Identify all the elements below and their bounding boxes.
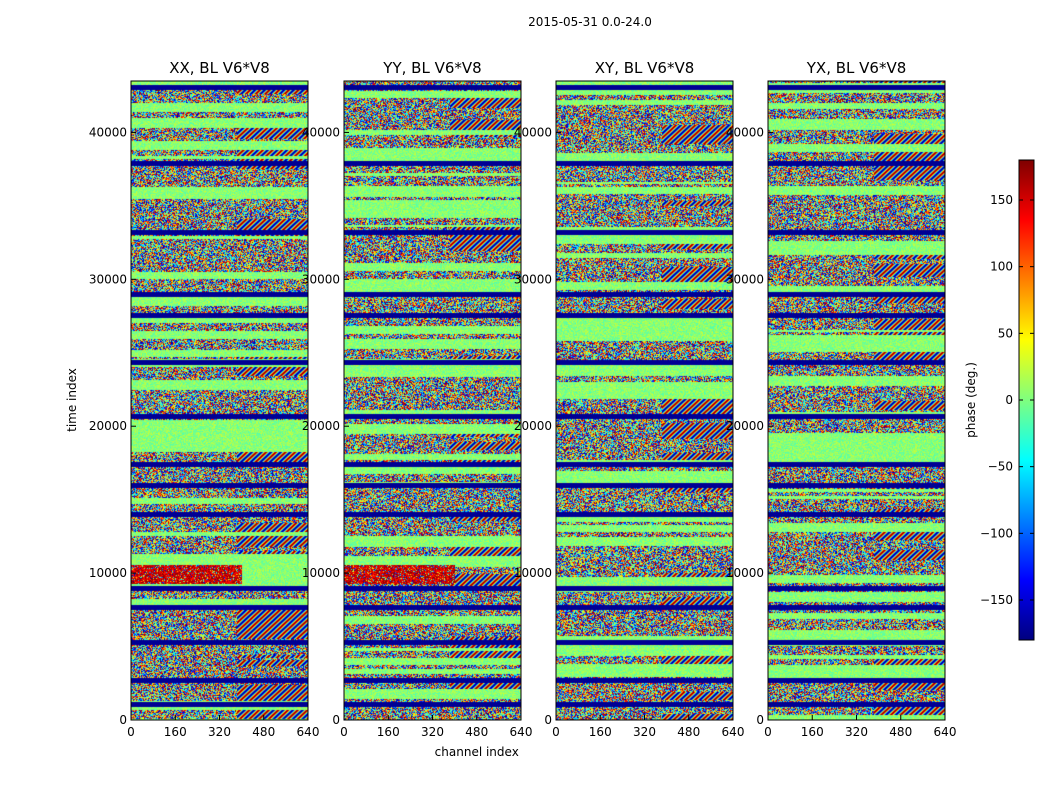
y-tick-label: 40000 — [514, 125, 552, 139]
x-tick-label: 0 — [127, 725, 135, 739]
x-tick-label: 160 — [164, 725, 187, 739]
x-tick-label: 160 — [801, 725, 824, 739]
x-tick-label: 480 — [465, 725, 488, 739]
y-tick-label: 0 — [119, 713, 127, 727]
y-tick-label: 40000 — [302, 125, 340, 139]
heatmap-image-2 — [344, 81, 521, 720]
panel-title: YX, BL V6*V8 — [806, 59, 907, 77]
y-tick-label: 20000 — [302, 419, 340, 433]
y-tick-label: 40000 — [726, 125, 764, 139]
panel-2: YY, BL V6*V8 0 160 320 480 640 0 10000 20000 3000… — [302, 59, 533, 759]
colorbar-tick-label: −50 — [988, 460, 1013, 474]
x-tick-label: 320 — [845, 725, 868, 739]
y-tick-label: 20000 — [89, 419, 127, 433]
x-tick-label: 320 — [421, 725, 444, 739]
y-tick-label: 20000 — [514, 419, 552, 433]
x-tick-label: 0 — [552, 725, 560, 739]
x-tick-label: 0 — [340, 725, 348, 739]
x-axis-label: channel index — [435, 745, 519, 759]
y-tick-label: 10000 — [514, 566, 552, 580]
x-tick-label: 320 — [633, 725, 656, 739]
colorbar-tick-label: 50 — [998, 326, 1013, 340]
panel-title: XX, BL V6*V8 — [169, 59, 270, 77]
colorbar-tick-label: −100 — [980, 526, 1013, 540]
x-tick-label: 640 — [934, 725, 957, 739]
panel-title: XY, BL V6*V8 — [595, 59, 695, 77]
panel-3: XY, BL V6*V8 0 160 320 480 640 0 10000 20000 3000… — [514, 59, 745, 739]
y-tick-label: 10000 — [726, 566, 764, 580]
y-tick-label: 0 — [544, 713, 552, 727]
x-tick-label: 320 — [208, 725, 231, 739]
y-tick-label: 20000 — [726, 419, 764, 433]
panel-4: YX, BL V6*V8 0 160 320 480 640 0 10000 20000 3000… — [726, 59, 957, 739]
y-tick-label: 30000 — [302, 272, 340, 286]
colorbar-tick-label: −150 — [980, 593, 1013, 607]
panel-1: XX, BL V6*V8 0 160 320 480 640 0 10000 20000 3000… — [65, 59, 319, 739]
y-tick-label: 10000 — [89, 566, 127, 580]
colorbar-tick-label: 100 — [990, 260, 1013, 274]
x-tick-label: 640 — [722, 725, 745, 739]
heatmap-image-4 — [768, 81, 945, 720]
figure-suptitle: 2015-05-31 0.0-24.0 — [528, 15, 652, 29]
colorbar-tick-label: 150 — [990, 193, 1013, 207]
x-tick-label: 480 — [252, 725, 275, 739]
y-tick-label: 40000 — [89, 125, 127, 139]
y-tick-label: 0 — [756, 713, 764, 727]
colorbar: 150 100 50 0 −50 −100 −150 phase (deg.) — [964, 159, 1035, 641]
y-axis-label: time index — [65, 368, 79, 432]
x-tick-label: 640 — [510, 725, 533, 739]
y-tick-label: 10000 — [302, 566, 340, 580]
x-tick-label: 480 — [889, 725, 912, 739]
y-tick-label: 30000 — [514, 272, 552, 286]
colorbar-label: phase (deg.) — [964, 362, 978, 438]
colorbar-tick-label: 0 — [1005, 393, 1013, 407]
x-tick-label: 160 — [589, 725, 612, 739]
y-tick-label: 0 — [332, 713, 340, 727]
y-tick-label: 30000 — [89, 272, 127, 286]
heatmap-image-3 — [556, 81, 733, 720]
x-tick-label: 160 — [377, 725, 400, 739]
panels: XX, BL V6*V8 0 160 320 480 640 0 10000 20000 3000… — [65, 59, 956, 759]
colorbar-ticks: 150 100 50 0 −50 −100 −150 — [980, 193, 1034, 607]
x-tick-label: 480 — [677, 725, 700, 739]
x-tick-label: 640 — [297, 725, 320, 739]
x-tick-label: 0 — [764, 725, 772, 739]
y-tick-label: 30000 — [726, 272, 764, 286]
heatmap-image-1 — [131, 81, 308, 720]
panel-title: YY, BL V6*V8 — [382, 59, 481, 77]
